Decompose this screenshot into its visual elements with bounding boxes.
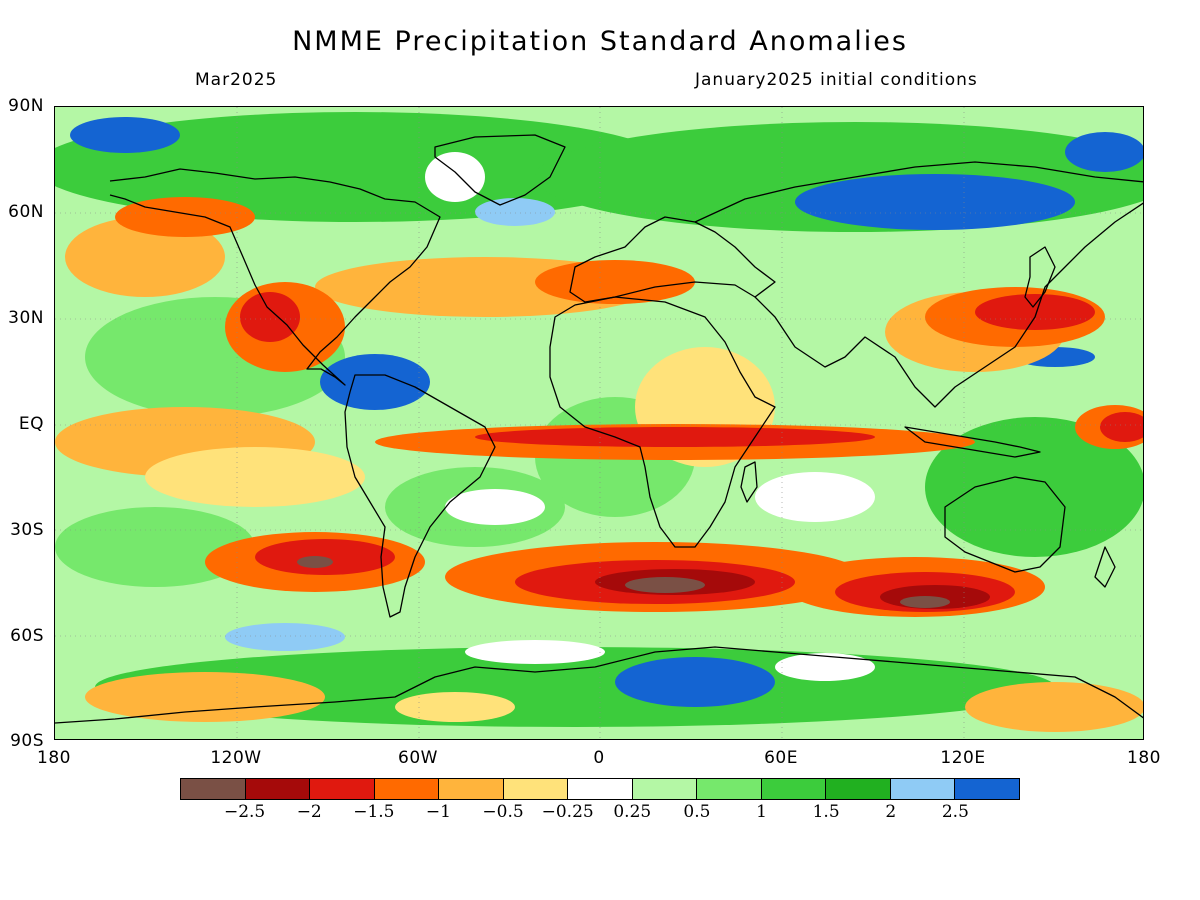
coastline-asia [694,161,1143,408]
colorbar-tick-label: −1 [425,802,451,822]
anomaly-region [240,292,300,342]
anomaly-region [900,596,950,608]
anomaly-region [225,623,345,651]
lat-label-30s: 30S [10,520,44,540]
lat-label-30n: 30N [8,308,44,328]
colorbar-swatch [955,779,1019,799]
colorbar [180,778,1020,800]
colorbar-swatch [568,779,633,799]
coastline-new-zealand [1094,546,1116,588]
anomaly-region [1100,412,1143,442]
colorbar-tick-label: 1 [756,802,767,822]
graticule [55,107,1143,739]
lat-label-60n: 60N [8,202,44,222]
lon-label-120e: 120E [940,748,986,768]
anomaly-region [85,672,325,722]
colorbar-tick-label: −2 [296,802,322,822]
colorbar-swatch [181,779,246,799]
anomaly-region [1065,132,1143,172]
colorbar-tick-label: 2 [885,802,897,822]
coastline-greenland [434,134,566,206]
colorbar-tick-label: −0.25 [541,802,594,822]
colorbar-tick-label: 1.5 [812,802,840,822]
colorbar-swatch [761,779,827,799]
anomaly-region [965,682,1143,732]
anomaly-region [615,657,775,707]
lat-label-90s: 90S [10,731,44,751]
anomaly-region [975,294,1095,330]
lon-label-120w: 120W [210,748,262,768]
map-title: NMME Precipitation Standard Anomalies [292,26,908,57]
anomaly-region [115,197,255,237]
coastline-south-america [344,374,496,618]
colorbar-tick-label: 2.5 [941,802,969,822]
lon-label-0: 0 [593,748,605,768]
initial-conditions-label: January2025 initial conditions [695,70,978,90]
coastline-madagascar [740,461,758,503]
anomaly-region [535,260,695,304]
anomaly-region [145,447,365,507]
lon-label-60e: 60E [764,748,798,768]
valid-month-label: Mar2025 [195,70,278,90]
anomaly-region [395,692,515,722]
anomaly-region [55,507,255,587]
lon-label-180e: 180 [1127,748,1161,768]
anomaly-region [425,152,485,202]
coastlines [55,134,1143,724]
colorbar-swatch [310,779,375,799]
anomaly-region [70,117,180,153]
coastline-australia [944,476,1066,573]
anomaly-region [475,198,555,226]
colorbar-tick-label: −2.5 [223,802,266,822]
anomaly-map [55,107,1143,739]
anomaly-region [320,354,430,410]
anomaly-region [625,577,705,593]
coastline-japan [1024,246,1056,308]
colorbar-swatch [439,779,504,799]
coastline-north-america [109,168,441,386]
colorbar-swatch [890,779,956,799]
coastline-antarctica [55,646,1143,724]
colorbar-tick-label: −0.5 [482,802,524,822]
colorbar-swatch [503,779,569,799]
coastline-indonesia [904,426,1041,458]
lat-label-60s: 60S [10,626,44,646]
lon-label-180w: 180 [37,748,71,768]
colorbar-swatch [826,779,891,799]
colorbar-swatch [245,779,311,799]
anomaly-region [297,556,333,568]
lat-label-90n: 90N [8,96,44,116]
colorbar-tick-label: 0.5 [683,802,711,822]
anomaly-region [795,174,1075,230]
anomaly-field [55,107,1143,739]
anomaly-region [465,640,605,664]
anomaly-region [255,539,395,575]
lon-label-60w: 60W [398,748,438,768]
anomaly-region [445,489,545,525]
colorbar-swatch [697,779,762,799]
anomaly-region [55,112,675,222]
coastline-europe [569,216,776,303]
colorbar-tick-label: −1.5 [353,802,395,822]
lat-label-eq: EQ [18,414,44,434]
coastline-africa [549,296,776,548]
colorbar-tick-label: 0.25 [613,802,652,822]
colorbar-swatch [632,779,698,799]
anomaly-region [755,472,875,522]
anomaly-region [775,653,875,681]
map-plot-area [54,106,1144,740]
anomaly-region [925,417,1143,557]
colorbar-swatch [374,779,440,799]
anomaly-region [475,427,875,447]
